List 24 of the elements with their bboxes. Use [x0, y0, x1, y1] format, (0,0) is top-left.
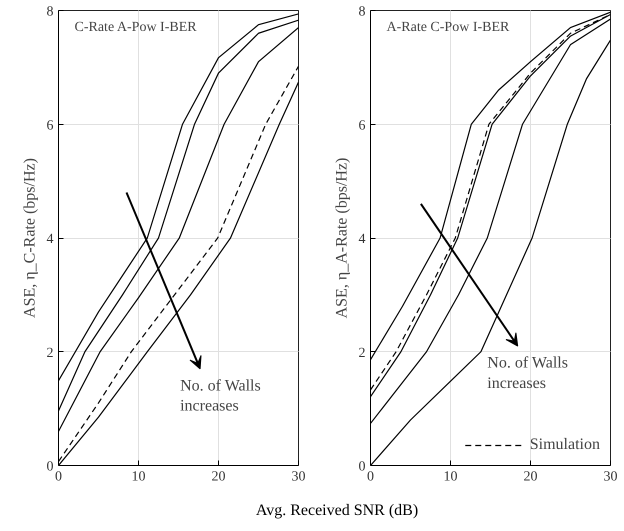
y-axis-title: ASE, η_C-Rate (bps/Hz): [22, 158, 38, 318]
legend-label: Simulation: [530, 436, 600, 454]
y-tick-label: 4: [358, 232, 366, 247]
x-tick-label: 20: [212, 470, 226, 484]
x-tick-label: 20: [524, 470, 538, 484]
x-tick-label: 30: [604, 470, 618, 484]
y-tick-label: 4: [46, 232, 54, 247]
x-tick-label: 30: [292, 470, 306, 484]
annotation: C-Rate A-Pow I-BER: [74, 20, 198, 36]
x-tick-label: 10: [444, 470, 458, 484]
y-tick-label: 8: [46, 4, 54, 20]
y-tick-label: 0: [46, 460, 54, 474]
x-axis-title: Avg. Received SNR (dB): [256, 501, 418, 521]
x-tick-label: 10: [132, 470, 146, 484]
y-tick-label: 0: [358, 460, 366, 474]
y-tick-label: 8: [358, 4, 366, 20]
y-tick-label: 2: [358, 346, 366, 361]
annotation: No. of Walls increases: [487, 354, 568, 392]
y-axis-title: ASE, η_A-Rate (bps/Hz): [334, 158, 350, 318]
y-tick-label: 6: [46, 118, 54, 134]
annotation: No. of Walls increases: [180, 377, 261, 415]
y-tick-label: 2: [46, 346, 54, 361]
y-tick-label: 6: [358, 118, 366, 134]
annotation: A-Rate C-Pow I-BER: [386, 20, 510, 36]
